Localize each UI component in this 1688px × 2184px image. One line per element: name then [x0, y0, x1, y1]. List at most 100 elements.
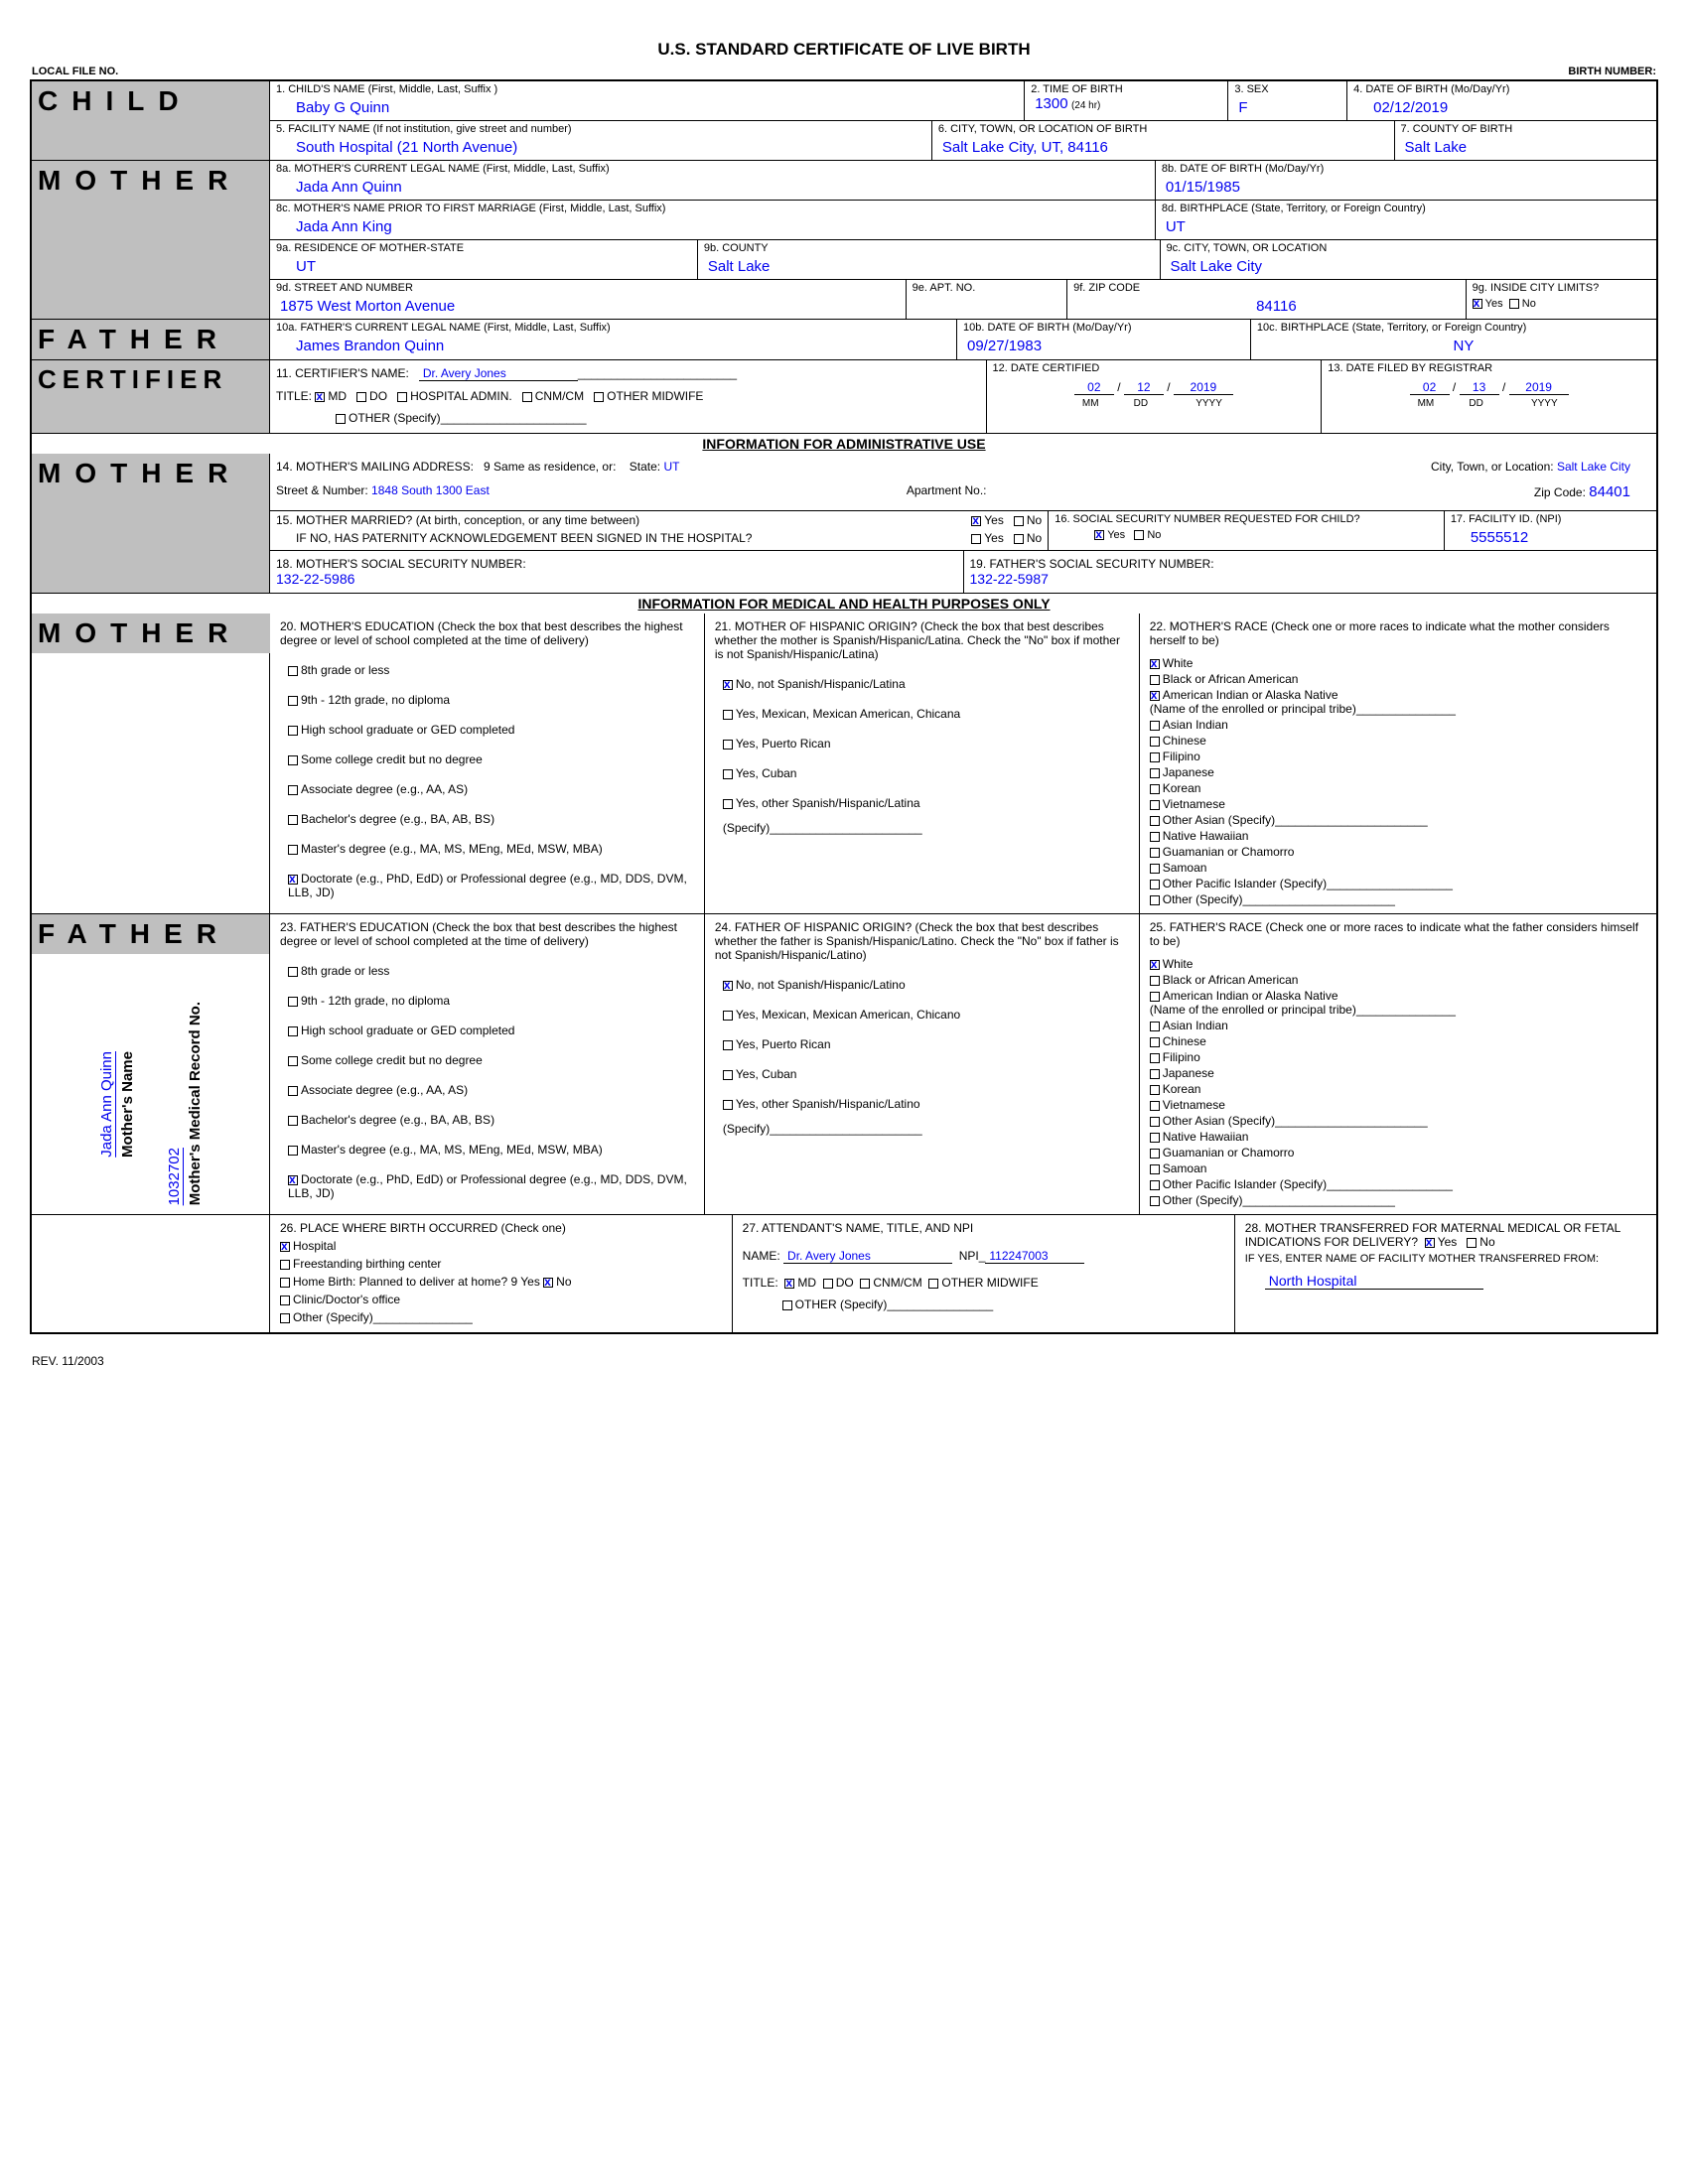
checkbox-option[interactable] — [288, 785, 298, 795]
checkbox-option[interactable] — [288, 845, 298, 855]
checkbox-option[interactable] — [288, 967, 298, 977]
checkbox-option[interactable] — [288, 1146, 298, 1156]
checkbox-option[interactable] — [288, 1056, 298, 1066]
birth-county-label: 7. COUNTY OF BIRTH — [1401, 123, 1650, 135]
checkbox-option[interactable] — [1150, 721, 1160, 731]
facility-label: 5. FACILITY NAME (If not institution, gi… — [276, 123, 925, 135]
att-other-cb[interactable] — [782, 1300, 792, 1310]
checkbox-option[interactable] — [280, 1278, 290, 1288]
checkbox-option[interactable] — [1150, 1022, 1160, 1031]
checkbox-option[interactable] — [288, 696, 298, 706]
checkbox-option[interactable] — [1150, 1180, 1160, 1190]
checkbox-option[interactable] — [288, 815, 298, 825]
checkbox-label: Associate degree (e.g., AA, AS) — [301, 782, 468, 796]
married-label: 15. MOTHER MARRIED? (At birth, conceptio… — [276, 513, 639, 527]
checkbox-option[interactable] — [1150, 800, 1160, 810]
checkbox-option[interactable] — [1150, 864, 1160, 874]
checkbox-option[interactable] — [723, 1070, 733, 1080]
checkbox-option[interactable] — [1150, 1037, 1160, 1047]
checkbox-option[interactable] — [1150, 992, 1160, 1002]
checkbox-option[interactable] — [1150, 960, 1160, 970]
checkbox-option[interactable] — [723, 710, 733, 720]
checkbox-option[interactable] — [723, 799, 733, 809]
checkbox-option[interactable] — [1150, 848, 1160, 858]
checkbox-option[interactable] — [288, 875, 298, 885]
checkbox-option[interactable] — [1150, 976, 1160, 986]
checkbox-label: Samoan — [1163, 861, 1207, 875]
cert-cnm-cb[interactable] — [522, 392, 532, 402]
section-mother-3: MOTHER — [32, 614, 270, 653]
att-md-cb[interactable] — [784, 1279, 794, 1289]
checkbox-option[interactable] — [288, 1086, 298, 1096]
checkbox-option[interactable] — [1150, 1149, 1160, 1159]
pat-yes-cb[interactable] — [971, 534, 981, 544]
checkbox-option[interactable] — [288, 755, 298, 765]
checkbox-option[interactable] — [280, 1313, 290, 1323]
checkbox-option[interactable] — [1150, 1101, 1160, 1111]
cert-om-cb[interactable] — [594, 392, 604, 402]
married-yes-cb[interactable] — [971, 516, 981, 526]
cert-do-cb[interactable] — [356, 392, 366, 402]
checkbox-option[interactable] — [1150, 737, 1160, 747]
trans-no-cb[interactable] — [1467, 1238, 1477, 1248]
att-cnm-cb[interactable] — [860, 1279, 870, 1289]
checkbox-option[interactable] — [280, 1242, 290, 1252]
inside-yes-cb[interactable] — [1473, 299, 1482, 309]
married-no-cb[interactable] — [1014, 516, 1024, 526]
checkbox-option[interactable] — [723, 1011, 733, 1021]
checkbox-option[interactable] — [1150, 816, 1160, 826]
cert-ha-cb[interactable] — [397, 392, 407, 402]
checkbox-option[interactable] — [1150, 675, 1160, 685]
checkbox-option[interactable] — [1150, 691, 1160, 701]
checkbox-option[interactable] — [288, 1116, 298, 1126]
checkbox-option[interactable] — [288, 1175, 298, 1185]
checkbox-option[interactable] — [280, 1296, 290, 1305]
checkbox-option[interactable] — [723, 1040, 733, 1050]
checkbox-option[interactable] — [1150, 1085, 1160, 1095]
checkbox-option[interactable] — [1150, 880, 1160, 889]
checkbox-option[interactable] — [1150, 752, 1160, 762]
checkbox-option[interactable] — [1150, 1133, 1160, 1143]
checkbox-option[interactable] — [280, 1260, 290, 1270]
att-do-cb[interactable] — [823, 1279, 833, 1289]
checkbox-option[interactable] — [723, 680, 733, 690]
checkbox-label: Home Birth: Planned to deliver at home? … — [293, 1275, 540, 1289]
res-state: UT — [276, 254, 691, 275]
checkbox-option[interactable] — [288, 666, 298, 676]
checkbox-label: No, not Spanish/Hispanic/Latina — [736, 677, 906, 691]
father-ssn: 132-22-5987 — [970, 571, 1651, 587]
checkbox-option[interactable] — [723, 769, 733, 779]
checkbox-option[interactable] — [1150, 1053, 1160, 1063]
checkbox-option[interactable] — [1150, 1196, 1160, 1206]
inside-no-cb[interactable] — [1509, 299, 1519, 309]
checkbox-label: Other Pacific Islander (Specify)________… — [1163, 1177, 1453, 1191]
checkbox-option[interactable] — [1150, 1069, 1160, 1079]
pat-no-cb[interactable] — [1014, 534, 1024, 544]
checkbox-option[interactable] — [1150, 895, 1160, 905]
trans-yes-cb[interactable] — [1425, 1238, 1435, 1248]
cert-other-cb[interactable] — [336, 414, 346, 424]
cert-md-cb[interactable] — [315, 392, 325, 402]
checkbox-option[interactable] — [1150, 1117, 1160, 1127]
mother-bp: UT — [1162, 214, 1650, 235]
checkbox-option[interactable] — [288, 1026, 298, 1036]
dob-val: 02/12/2019 — [1353, 95, 1650, 116]
checkbox-option[interactable] — [1150, 832, 1160, 842]
ssn-yes-cb[interactable] — [1094, 530, 1104, 540]
checkbox-label: Asian Indian — [1163, 1019, 1228, 1032]
ssn-no-cb[interactable] — [1134, 530, 1144, 540]
checkbox-option[interactable] — [723, 740, 733, 750]
checkbox-label: Yes, Mexican, Mexican American, Chicana — [736, 707, 960, 721]
checkbox-label: Some college credit but no degree — [301, 752, 483, 766]
checkbox-option[interactable] — [723, 1100, 733, 1110]
checkbox-option[interactable] — [1150, 659, 1160, 669]
checkbox-option[interactable] — [288, 726, 298, 736]
checkbox-option[interactable] — [1150, 1164, 1160, 1174]
transfer-col: 28. MOTHER TRANSFERRED FOR MATERNAL MEDI… — [1235, 1215, 1656, 1332]
checkbox-option[interactable] — [1150, 784, 1160, 794]
att-om-cb[interactable] — [928, 1279, 938, 1289]
checkbox-option[interactable] — [288, 997, 298, 1007]
checkbox-option[interactable] — [1150, 768, 1160, 778]
homebirth-no-cb[interactable] — [543, 1278, 553, 1288]
checkbox-option[interactable] — [723, 981, 733, 991]
